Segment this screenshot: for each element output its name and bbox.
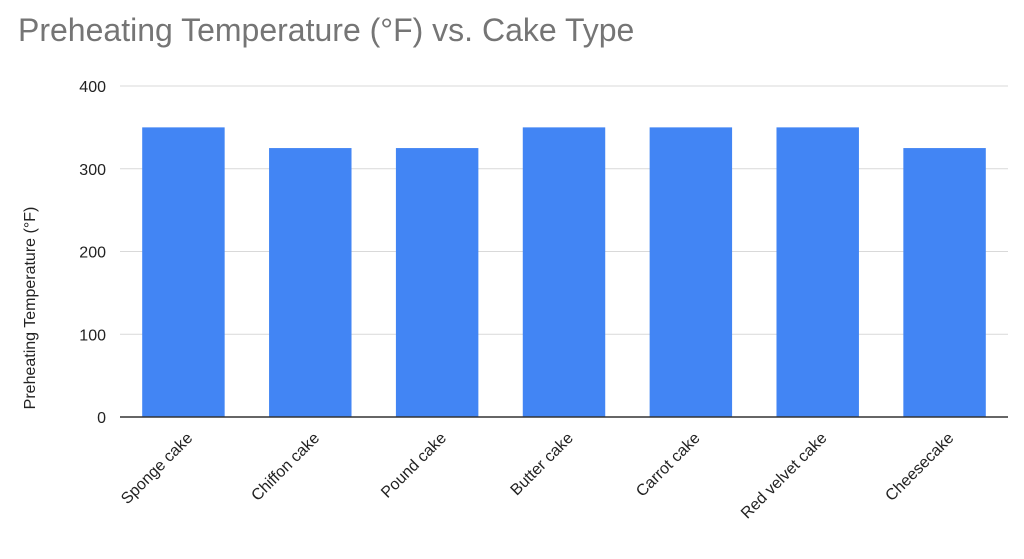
bar-red-velvet-cake bbox=[776, 127, 859, 417]
bar-butter-cake bbox=[522, 127, 606, 417]
y-tick-label: 400 bbox=[79, 79, 106, 96]
y-tick-labels: 0 100 200 300 400 bbox=[79, 79, 106, 427]
bar-chiffon-cake bbox=[269, 148, 352, 417]
y-tick-label: 100 bbox=[79, 327, 106, 344]
x-tick-label: Chiffon cake bbox=[248, 430, 323, 505]
x-tick-labels: Sponge cake Chiffon cake Pound cake Butter … bbox=[118, 430, 957, 523]
bar-sponge-cake bbox=[142, 127, 225, 417]
x-tick-label: Red velvet cake bbox=[738, 430, 831, 523]
y-axis-title: Preheating Temperature (°F) bbox=[22, 207, 39, 410]
x-tick-label: Carrot cake bbox=[633, 430, 704, 501]
chart-title: Preheating Temperature (°F) vs. Cake Typ… bbox=[18, 12, 635, 48]
bar-pound-cake bbox=[395, 148, 479, 417]
bar-cheesecake bbox=[903, 148, 986, 417]
bar-carrot-cake bbox=[649, 127, 733, 417]
x-tick-label: Sponge cake bbox=[118, 430, 196, 508]
x-tick-label: Pound cake bbox=[378, 430, 450, 502]
y-tick-label: 0 bbox=[97, 410, 106, 427]
x-tick-label: Cheesecake bbox=[882, 430, 957, 505]
y-tick-label: 300 bbox=[79, 162, 106, 179]
x-tick-label: Butter cake bbox=[508, 430, 577, 499]
bars bbox=[142, 127, 986, 417]
y-tick-label: 200 bbox=[79, 245, 106, 262]
